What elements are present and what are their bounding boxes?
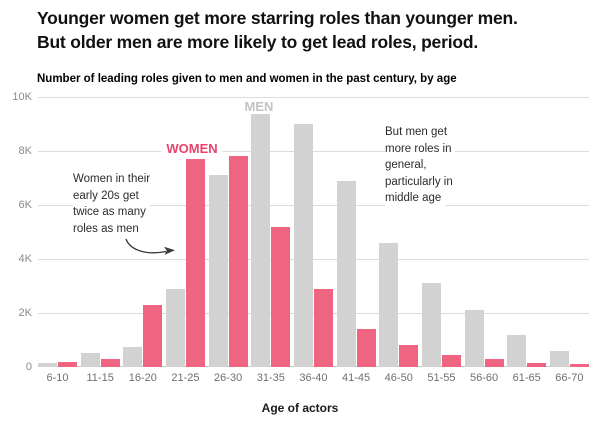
annotation-line: roles as men	[73, 220, 143, 237]
bar-women-51-55	[441, 355, 461, 367]
bar-men-11-15	[80, 353, 100, 367]
bar-group-46-50: 46-50	[379, 243, 419, 384]
y-tick-4k: 4K	[18, 253, 32, 265]
bar-women-56-60	[484, 359, 504, 367]
bar-group-11-15: 11-15	[80, 353, 120, 384]
bar-women-26-30	[228, 156, 248, 367]
bar-women-61-65	[527, 363, 547, 367]
bar-women-36-40	[313, 289, 333, 367]
gridline-10k	[38, 97, 589, 98]
y-tick-0: 0	[25, 361, 32, 373]
bar-group-66-70: 66-70	[549, 351, 589, 384]
bar-men-36-40	[293, 124, 313, 367]
bar-men-56-60	[464, 310, 484, 367]
plot-area: 6-10 11-15 16-20 21-25 26-30 31-35 36-40 41-45 4…	[38, 97, 589, 384]
annotation-line: Women in their	[73, 171, 155, 188]
bar-men-41-45	[336, 181, 356, 367]
bar-women-21-25	[185, 159, 205, 367]
chart-title-line1: Younger women get more starring roles th…	[37, 8, 518, 28]
annotation-women-20s: Women in their early 20s get twice as ma…	[73, 171, 155, 237]
bar-group-31-35: 31-35	[251, 113, 291, 384]
bar-group-36-40: 36-40	[293, 124, 333, 384]
bar-group-41-45: 41-45	[336, 181, 376, 384]
bar-women-41-45	[356, 329, 376, 367]
x-tick-6-10: 6-10	[46, 372, 69, 384]
bar-men-66-70	[549, 351, 569, 367]
bar-group-56-60: 56-60	[464, 310, 504, 384]
bar-women-11-15	[100, 359, 120, 367]
annotation-line: general,	[385, 157, 431, 174]
chart-subtitle: Number of leading roles given to men and…	[37, 73, 457, 85]
bar-group-61-65: 61-65	[507, 335, 547, 384]
x-axis-baseline	[38, 366, 589, 367]
y-tick-10k: 10K	[12, 91, 32, 103]
x-tick-31-35: 31-35	[256, 372, 285, 384]
annotation-line: But men get	[385, 124, 452, 141]
gridline-2k	[38, 313, 589, 314]
gridline-6k	[38, 205, 589, 206]
gridline-4k	[38, 259, 589, 260]
bar-group-26-30: 26-30	[208, 156, 248, 384]
bar-men-46-50	[379, 243, 399, 367]
x-tick-66-70: 66-70	[555, 372, 584, 384]
bar-men-31-35	[251, 113, 271, 367]
y-tick-2k: 2K	[18, 307, 32, 319]
annotation-line: more roles in	[385, 140, 456, 157]
gridline-8k	[38, 151, 589, 152]
series-label-men: MEN	[239, 99, 279, 114]
annotation-line: early 20s get	[73, 187, 143, 204]
bar-group-21-25: 21-25	[165, 159, 205, 384]
bar-women-46-50	[399, 345, 419, 367]
x-tick-21-25: 21-25	[171, 372, 200, 384]
bar-men-21-25	[165, 289, 185, 367]
x-tick-56-60: 56-60	[469, 372, 499, 384]
annotation-line: middle age	[385, 190, 446, 207]
bars: 6-10 11-15 16-20 21-25 26-30 31-35 36-40 41-45 4…	[38, 97, 589, 384]
bar-men-6-10	[38, 363, 57, 367]
bar-women-66-70	[569, 364, 589, 367]
bar-group-16-20: 16-20	[123, 305, 163, 384]
x-tick-16-20: 16-20	[128, 372, 157, 384]
curved-arrow-icon	[125, 238, 175, 255]
bar-men-26-30	[208, 175, 228, 367]
annotation-line: particularly in	[385, 173, 457, 190]
y-tick-8k: 8K	[18, 145, 32, 157]
annotation-line: twice as many	[73, 204, 150, 221]
chart-title-line2: But older men are more likely to get lea…	[37, 32, 479, 52]
x-tick-61-65: 61-65	[512, 372, 541, 384]
bar-women-16-20	[143, 305, 163, 367]
x-tick-26-30: 26-30	[214, 372, 243, 384]
x-tick-51-55: 51-55	[427, 372, 456, 384]
x-tick-11-15: 11-15	[86, 372, 114, 384]
chart-title: Younger women get more starring roles th…	[37, 6, 592, 54]
bar-group-51-55: 51-55	[421, 283, 461, 384]
x-tick-46-50: 46-50	[384, 372, 413, 384]
bar-men-61-65	[507, 335, 527, 367]
bar-group-6-10: 6-10	[38, 362, 77, 384]
x-tick-41-45: 41-45	[342, 372, 371, 384]
x-axis-title: Age of actors	[261, 401, 339, 415]
bar-women-6-10	[58, 362, 77, 367]
annotation-men-general: But men get more roles in general, parti…	[385, 124, 457, 207]
bar-men-16-20	[123, 347, 143, 367]
y-tick-6k: 6K	[18, 199, 32, 211]
bar-women-31-35	[271, 227, 291, 367]
bar-men-51-55	[421, 283, 441, 367]
x-tick-36-40: 36-40	[299, 372, 328, 384]
series-label-women: WOMEN	[161, 141, 223, 156]
